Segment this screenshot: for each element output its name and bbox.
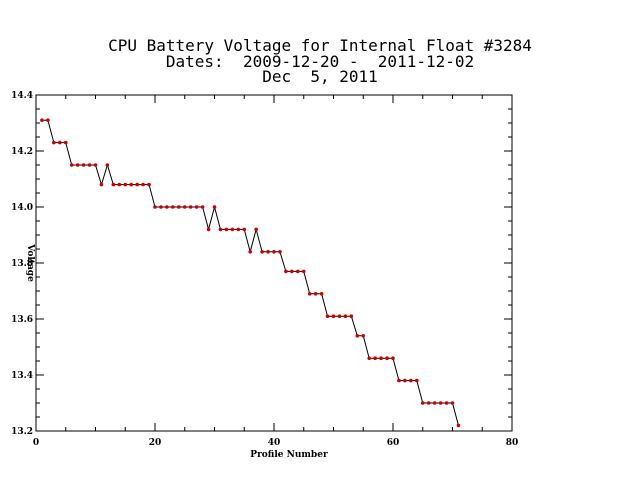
data-point — [343, 314, 348, 319]
data-point — [135, 182, 139, 187]
data-point — [301, 269, 306, 274]
data-point — [153, 205, 157, 209]
x-axis-label: Profile Number — [250, 450, 328, 460]
data-point — [266, 250, 270, 254]
data-point — [438, 401, 443, 405]
data-point — [188, 205, 193, 209]
data-point — [81, 163, 86, 167]
data-point — [141, 182, 145, 187]
data-point — [159, 205, 163, 209]
data-point — [420, 401, 425, 405]
x-tick-label: 80 — [506, 438, 519, 448]
data-point — [165, 205, 169, 209]
data-point — [296, 269, 300, 274]
data-point — [40, 118, 44, 122]
data-point — [242, 227, 247, 232]
x-tick-label: 0 — [33, 438, 39, 448]
data-point — [373, 356, 377, 361]
chart-title-line-1: CPU Battery Voltage for Internal Float #… — [108, 36, 532, 55]
data-point — [272, 250, 276, 254]
data-point — [379, 356, 383, 361]
data-point — [290, 269, 294, 274]
data-point — [385, 356, 389, 361]
data-point — [212, 205, 217, 209]
data-point — [426, 401, 431, 405]
y-axis-label: Voltage — [25, 243, 35, 282]
series-markers — [40, 118, 461, 428]
data-point — [319, 292, 324, 296]
data-point — [415, 378, 419, 383]
y-tick-label: 13.6 — [11, 315, 33, 325]
data-point — [284, 269, 288, 274]
data-point — [307, 292, 312, 296]
plot-frame — [35, 94, 513, 432]
y-tick-label: 14.4 — [11, 91, 33, 101]
data-point — [432, 401, 437, 405]
x-tick-label: 20 — [149, 438, 162, 448]
y-axis: 13.2 13.4 13.6 13.8 14.0 14.2 14.4 — [11, 91, 512, 437]
data-point — [63, 140, 68, 145]
data-point — [129, 182, 133, 187]
data-point — [224, 227, 229, 232]
data-point — [111, 182, 116, 187]
data-point — [99, 182, 104, 187]
data-point — [349, 314, 354, 319]
data-point — [409, 378, 413, 383]
data-point — [93, 163, 98, 167]
data-point — [254, 227, 258, 232]
data-point — [248, 250, 252, 254]
data-point — [361, 334, 366, 338]
data-point — [87, 163, 92, 167]
data-point — [46, 118, 50, 122]
data-point — [194, 205, 199, 209]
y-tick-label: 13.4 — [11, 371, 33, 381]
data-point — [147, 182, 151, 187]
data-point — [69, 163, 74, 167]
data-point — [58, 140, 62, 145]
data-point — [355, 334, 360, 338]
data-point — [337, 314, 342, 319]
x-tick-label: 40 — [268, 438, 281, 448]
data-point — [236, 227, 241, 232]
data-point — [391, 356, 395, 361]
x-tick-label: 60 — [387, 438, 400, 448]
data-point — [75, 163, 80, 167]
x-axis: 0 20 40 60 80 — [33, 95, 518, 448]
chart-title-line-3: Dec 5, 2011 — [262, 67, 378, 86]
data-point — [444, 401, 449, 405]
y-tick-label: 13.8 — [11, 259, 33, 269]
y-tick-label: 13.2 — [11, 427, 33, 437]
data-point — [397, 378, 401, 383]
data-point — [230, 227, 235, 232]
data-point — [456, 423, 461, 428]
data-point — [450, 401, 455, 405]
data-point — [52, 140, 56, 145]
data-point — [177, 205, 181, 209]
y-tick-label: 14.0 — [11, 203, 33, 213]
series-line — [41, 119, 459, 426]
data-point — [123, 182, 128, 187]
data-point — [200, 205, 205, 209]
data-point — [117, 182, 122, 187]
data-point — [367, 356, 372, 361]
data-point — [260, 250, 264, 254]
chart-title-line-2: Dates: 2009-12-20 - 2011-12-02 — [165, 52, 475, 71]
data-point — [206, 227, 211, 232]
data-point — [331, 314, 336, 319]
data-point — [313, 292, 318, 296]
data-point — [218, 227, 223, 232]
y-tick-label: 14.2 — [11, 147, 33, 157]
data-point — [171, 205, 175, 209]
data-point — [182, 205, 187, 209]
data-point — [278, 250, 282, 254]
data-point — [105, 163, 110, 167]
data-point — [325, 314, 330, 319]
data-point — [403, 378, 407, 383]
